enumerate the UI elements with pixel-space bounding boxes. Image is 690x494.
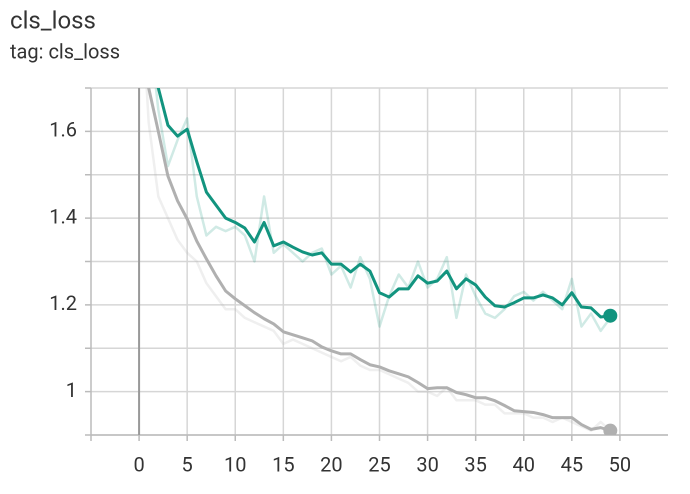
axes: 1 1.2 1.4 1.6 0 5 10 15 20 25 30 35 40 45 50 <box>49 118 631 477</box>
x-tick-label: 35 <box>464 452 486 476</box>
x-tick-label: 0 <box>133 452 144 476</box>
x-tick-label: 40 <box>513 452 535 476</box>
grid <box>85 87 668 441</box>
y-tick-label: 1.6 <box>49 118 77 142</box>
x-tick-label: 5 <box>182 452 193 476</box>
y-tick-label: 1.2 <box>49 291 77 315</box>
smoothed-line <box>156 88 611 319</box>
x-tick-label: 10 <box>224 452 246 476</box>
x-tick-label: 15 <box>272 452 294 476</box>
raw-line <box>145 88 612 432</box>
smoothed-line <box>147 88 611 433</box>
x-tick-label: 45 <box>561 452 583 476</box>
plot-area <box>145 88 618 435</box>
chart-title: cls_loss <box>10 6 96 34</box>
y-tick-label: 1 <box>66 378 77 402</box>
x-tick-label: 50 <box>609 452 631 476</box>
x-tick-label: 30 <box>416 452 438 476</box>
y-tick-label: 1.4 <box>49 204 77 228</box>
x-tick-label: 20 <box>320 452 342 476</box>
end-point <box>603 308 618 323</box>
x-tick-label: 25 <box>368 452 390 476</box>
end-point <box>603 423 618 435</box>
chart-subtitle: tag: cls_loss <box>10 39 120 63</box>
